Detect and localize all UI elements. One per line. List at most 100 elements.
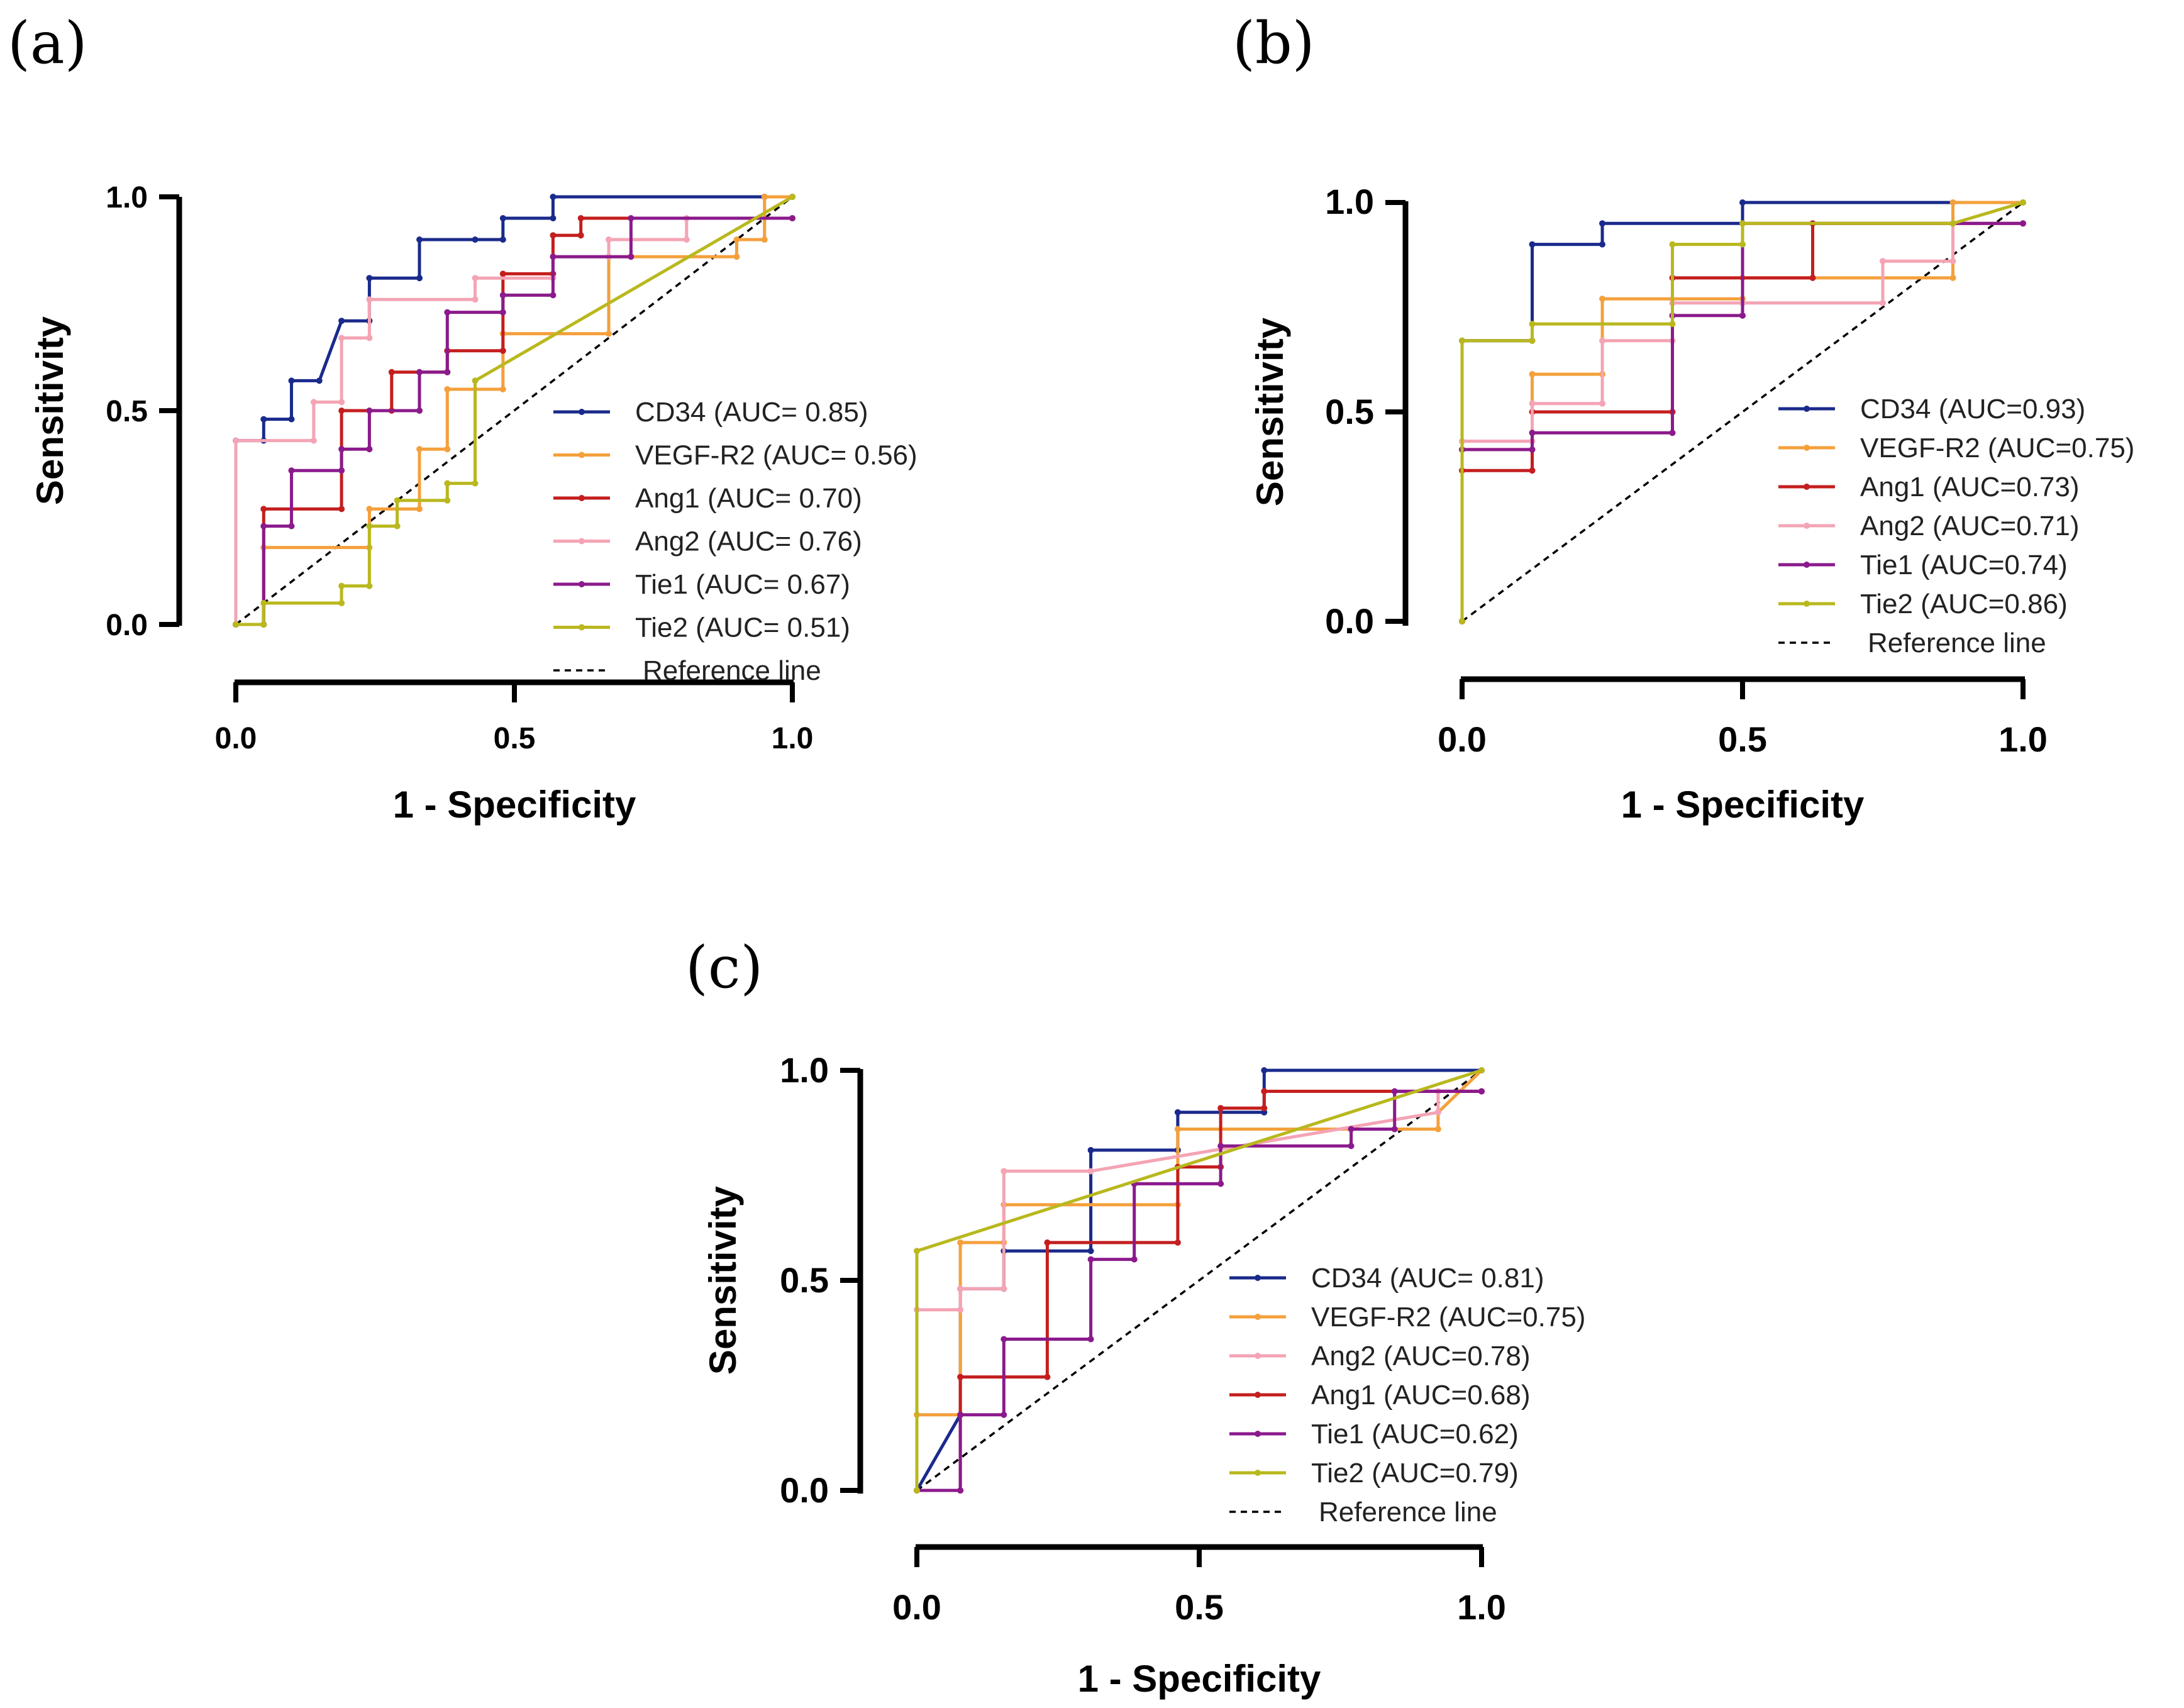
roc-point: [338, 318, 345, 324]
legend-marker: [1804, 406, 1810, 412]
legend-marker: [1255, 1392, 1261, 1398]
roc-point: [1174, 1126, 1181, 1133]
roc-point: [338, 506, 345, 513]
roc-point: [260, 523, 267, 530]
roc-point: [444, 497, 451, 504]
roc-point: [1434, 1126, 1441, 1133]
legend-c: CD34 (AUC= 0.81) VEGF-R2 (AUC=0.75) Ang2 (…: [1229, 1263, 1585, 1528]
roc-point: [1949, 258, 1956, 265]
roc-point: [366, 335, 373, 341]
legend-marker: [1804, 523, 1810, 529]
roc-point: [1459, 337, 1465, 344]
x-tick-label: 1.0: [1457, 1587, 1506, 1627]
roc-point: [366, 446, 373, 453]
legend-label: VEGF-R2 (AUC= 0.56): [635, 440, 917, 471]
roc-point: [2020, 199, 2026, 206]
legend-marker: [1804, 601, 1810, 607]
roc-point: [1044, 1373, 1051, 1380]
roc-point: [472, 236, 479, 243]
series-layer-a: [233, 194, 795, 628]
legend-marker: [1804, 484, 1810, 490]
series-layer-b: [1459, 199, 2026, 624]
legend-label: Tie1 (AUC=0.62): [1311, 1419, 1519, 1450]
reference-line: [1461, 201, 2024, 623]
legend-reference-label: Reference line: [1868, 628, 2046, 658]
roc-point: [366, 523, 373, 530]
roc-point: [957, 1239, 964, 1246]
y-tick-label: 0.0: [1325, 601, 1374, 641]
roc-point: [388, 369, 395, 375]
roc-point: [288, 467, 295, 474]
x-tick-label: 0.0: [215, 722, 257, 755]
roc-point: [733, 236, 740, 243]
roc-point: [1739, 220, 1746, 227]
legend-a: CD34 (AUC= 0.85) VEGF-R2 (AUC= 0.56) Ang1 …: [553, 397, 917, 686]
roc-point: [338, 600, 345, 606]
roc-point: [499, 309, 506, 316]
roc-point: [444, 386, 451, 392]
roc-point: [499, 215, 506, 221]
roc-point: [1529, 400, 1536, 407]
roc-point: [1217, 1105, 1224, 1112]
legend-marker: [579, 452, 585, 458]
roc-point: [1087, 1256, 1094, 1263]
roc-curve-4: [917, 1089, 1482, 1492]
y-tick-label: 1.0: [1325, 182, 1374, 221]
roc-point: [761, 194, 768, 200]
roc-point: [1599, 400, 1605, 407]
roc-point: [288, 416, 295, 423]
x-tick-label: 1.0: [772, 722, 814, 755]
roc-point: [416, 369, 423, 375]
y-tick-label: 0.5: [1325, 392, 1374, 431]
roc-point: [1001, 1285, 1007, 1292]
roc-point: [310, 399, 317, 406]
roc-point: [957, 1285, 964, 1292]
roc-point: [1739, 199, 1746, 206]
roc-point: [2020, 220, 2026, 227]
panel-c: (c) 1.0 0.5 0.0 0.0 0.5 1.0 1 - Specific…: [685, 934, 1585, 1700]
x-axis-title: 1 - Specificity: [393, 784, 636, 826]
panel-label-a: (a): [8, 9, 87, 77]
roc-point: [366, 408, 373, 414]
legend-reference-label: Reference line: [643, 655, 821, 686]
roc-point: [260, 506, 267, 513]
legend-label: Tie2 (AUC=0.79): [1311, 1458, 1519, 1489]
legend-marker: [1255, 1431, 1261, 1437]
roc-point: [957, 1306, 964, 1313]
roc-point: [1001, 1411, 1007, 1418]
roc-point: [499, 270, 506, 277]
roc-point: [338, 467, 345, 474]
roc-point: [233, 621, 239, 628]
roc-point: [605, 236, 612, 243]
roc-point: [472, 296, 479, 303]
roc-point: [1669, 241, 1676, 248]
roc-point: [1529, 467, 1536, 474]
roc-point: [1599, 296, 1605, 302]
roc-point: [260, 416, 267, 423]
roc-point: [416, 408, 423, 414]
legend-label: Tie2 (AUC=0.86): [1860, 589, 2068, 619]
legend-marker: [1255, 1314, 1261, 1320]
roc-curve-4: [236, 216, 792, 626]
roc-point: [338, 335, 345, 341]
x-tick-label: 0.0: [892, 1587, 941, 1627]
legend-label: VEGF-R2 (AUC=0.75): [1860, 433, 2134, 463]
roc-point: [1478, 1067, 1485, 1073]
roc-point: [1599, 241, 1605, 248]
roc-point: [1529, 241, 1536, 248]
roc-point: [1044, 1239, 1051, 1246]
roc-point: [260, 600, 267, 606]
legend-marker: [579, 409, 585, 415]
legend-marker: [1255, 1275, 1261, 1281]
y-axis-title: Sensitivity: [702, 1185, 744, 1375]
panel-b: (b) 1.0 0.5 0.0 0.0 0.5 1.0 1 - Specific…: [1233, 9, 2134, 826]
legend-label: Ang2 (AUC= 0.76): [635, 526, 862, 557]
roc-point: [288, 377, 295, 384]
roc-point: [1087, 1336, 1094, 1343]
roc-point: [1087, 1248, 1094, 1255]
roc-point: [761, 236, 768, 243]
legend-marker: [1804, 445, 1810, 451]
roc-point: [550, 292, 557, 299]
roc-point: [1217, 1180, 1224, 1187]
